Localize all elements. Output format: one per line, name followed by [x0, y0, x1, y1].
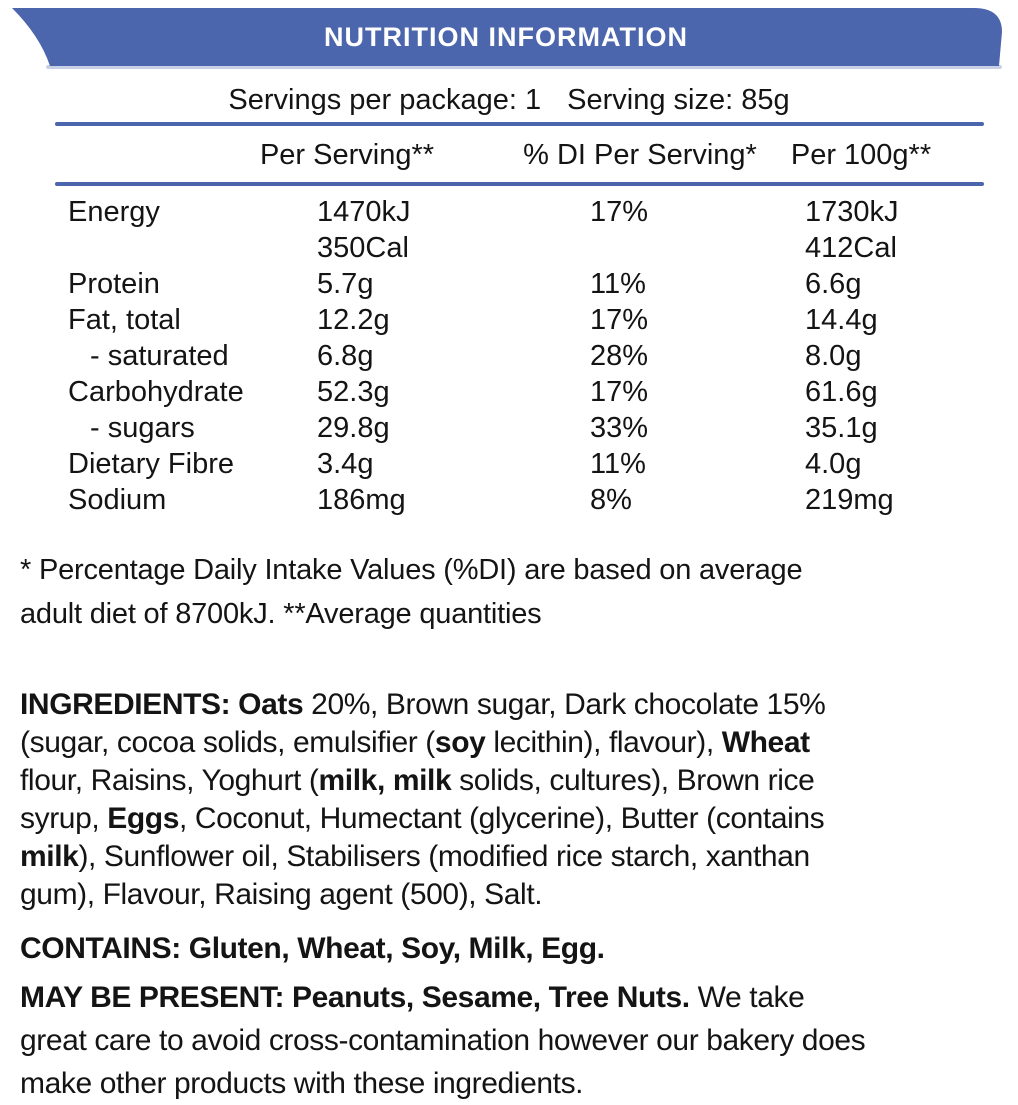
header-bar: NUTRITION INFORMATION	[0, 0, 1018, 70]
nutrient-label: - sugars	[90, 412, 195, 444]
ingredients-text: , Coconut, Humectant (glycerine), Butter…	[178, 802, 825, 835]
per-serving-cal: 350Cal	[317, 232, 409, 264]
per-100g-value: 4.0g	[805, 448, 862, 480]
ingredients-text: gum), Flavour, Raising agent (500), Salt…	[20, 878, 543, 911]
di-value: 11%	[590, 448, 646, 480]
ingredients-line: milk), Sunflower oil, Stabilisers (modif…	[20, 838, 1018, 876]
allergen-milk: milk	[20, 840, 79, 873]
table-row-carbohydrate: Carbohydrate 52.3g 17% 61.6g	[0, 374, 1018, 410]
per-100g-kj: 1730kJ	[805, 196, 899, 228]
may-be-present-text: make other products with these ingredien…	[20, 1067, 584, 1100]
di-value: 11%	[590, 268, 646, 300]
allergen-milk: milk, milk	[318, 764, 452, 797]
per-serving-value: 1470kJ 350Cal	[317, 194, 590, 266]
per-100g-value: 35.1g	[805, 412, 878, 444]
col-header-di-per-serving: % DI Per Serving*	[523, 139, 757, 171]
may-be-present-line: MAY BE PRESENT: Peanuts, Sesame, Tree Nu…	[20, 976, 1018, 1019]
nutrient-label: Protein	[68, 268, 160, 300]
may-be-present-line: great care to avoid cross-contamination …	[20, 1019, 1018, 1062]
di-value: 17%	[590, 304, 649, 336]
per-100g-value: 14.4g	[805, 304, 878, 336]
ingredients-line: INGREDIENTS: Oats 20%, Brown sugar, Dark…	[20, 686, 1018, 724]
per-100g-value: 8.0g	[805, 340, 862, 372]
per-serving-value: 52.3g	[317, 376, 390, 408]
ingredients-text: (sugar, cocoa solids, emulsifier (	[20, 726, 435, 759]
may-be-present-paragraph: MAY BE PRESENT: Peanuts, Sesame, Tree Nu…	[20, 976, 1018, 1105]
servings-per-package: Servings per package: 1	[228, 84, 542, 116]
header-title: NUTRITION INFORMATION	[324, 22, 688, 52]
nutrition-table: Energy 1470kJ 350Cal 17% 1730kJ 412Cal P…	[0, 194, 1018, 518]
nutrient-label: Carbohydrate	[68, 376, 244, 408]
may-be-present-line: make other products with these ingredien…	[20, 1062, 1018, 1105]
table-row-dietary-fibre: Dietary Fibre 3.4g 11% 4.0g	[0, 446, 1018, 482]
di-value: 28%	[590, 340, 649, 372]
per-100g-value: 219mg	[805, 484, 894, 516]
ingredients-text: 20%, Brown sugar, Dark chocolate 15%	[303, 688, 826, 721]
per-serving-value: 3.4g	[317, 448, 374, 480]
per-100g-value: 61.6g	[805, 376, 878, 408]
column-header-row: Per Serving** % DI Per Serving* Per 100g…	[0, 126, 1018, 182]
col-header-per-serving: Per Serving**	[259, 139, 435, 171]
per-serving-value: 186mg	[317, 484, 406, 516]
footnote-line: * Percentage Daily Intake Values (%DI) a…	[20, 554, 803, 586]
ingredients-text: solids, cultures), Brown rice	[451, 764, 815, 797]
allergen-eggs: Eggs	[107, 802, 179, 835]
per-serving-value: 6.8g	[317, 340, 374, 372]
per-100g-value: 6.6g	[805, 268, 862, 300]
daily-intake-footnote: * Percentage Daily Intake Values (%DI) a…	[20, 548, 1018, 636]
per-serving-value: 5.7g	[317, 268, 374, 300]
allergen-wheat: Wheat	[721, 726, 810, 759]
ingredients-line: flour, Raisins, Yoghurt (milk, milk soli…	[20, 762, 1018, 800]
may-be-present-heading: MAY BE PRESENT: Peanuts, Sesame, Tree Nu…	[20, 981, 690, 1014]
ingredients-paragraph: INGREDIENTS: Oats 20%, Brown sugar, Dark…	[20, 686, 1018, 914]
header-bar-shape	[12, 8, 1002, 69]
contains-statement: CONTAINS: Gluten, Wheat, Soy, Milk, Egg.	[20, 932, 605, 965]
footnote-line: adult diet of 8700kJ. **Average quantiti…	[20, 598, 542, 630]
per-serving-kj: 1470kJ	[317, 196, 411, 228]
di-value: 17%	[590, 196, 649, 228]
table-row-energy: Energy 1470kJ 350Cal 17% 1730kJ 412Cal	[0, 194, 1018, 266]
nutrient-label: Dietary Fibre	[68, 448, 234, 480]
di-value: 8%	[590, 484, 632, 516]
nutrient-label: Fat, total	[68, 304, 181, 336]
table-row-fat-total: Fat, total 12.2g 17% 14.4g	[0, 302, 1018, 338]
table-row-protein: Protein 5.7g 11% 6.6g	[0, 266, 1018, 302]
per-100g-cal: 412Cal	[805, 232, 897, 264]
serving-size: Serving size: 85g	[567, 84, 790, 116]
di-value: 17%	[590, 376, 649, 408]
nutrient-label: - saturated	[90, 340, 229, 372]
ingredients-line: (sugar, cocoa solids, emulsifier (soy le…	[20, 724, 1018, 762]
servings-line: Servings per package: 1 Serving size: 85g	[0, 82, 1018, 118]
header-bar-fill	[12, 8, 1002, 66]
di-value: 33%	[590, 412, 649, 444]
ingredients-line: syrup, Eggs, Coconut, Humectant (glyceri…	[20, 800, 1018, 838]
table-row-sugars: - sugars 29.8g 33% 35.1g	[0, 410, 1018, 446]
per-100g-value: 1730kJ 412Cal	[805, 194, 1018, 266]
ingredients-text: lecithin), flavour),	[485, 726, 722, 759]
ingredients-heading: INGREDIENTS: Oats	[20, 688, 304, 721]
table-row-sodium: Sodium 186mg 8% 219mg	[0, 482, 1018, 518]
ingredients-text: syrup,	[20, 802, 108, 835]
divider-top-rule	[55, 122, 984, 126]
nutrient-label: Energy	[68, 196, 160, 228]
divider-header-rule	[55, 182, 984, 186]
ingredients-line: gum), Flavour, Raising agent (500), Salt…	[20, 876, 1018, 914]
col-header-per-100g: Per 100g**	[790, 139, 932, 171]
ingredients-text: flour, Raisins, Yoghurt (	[20, 764, 319, 797]
may-be-present-text: We take	[689, 981, 805, 1014]
per-serving-value: 29.8g	[317, 412, 390, 444]
ingredients-text: ), Sunflower oil, Stabilisers (modified …	[78, 840, 810, 873]
allergen-soy: soy	[434, 726, 486, 759]
per-serving-value: 12.2g	[317, 304, 390, 336]
table-row-saturated: - saturated 6.8g 28% 8.0g	[0, 338, 1018, 374]
may-be-present-text: great care to avoid cross-contamination …	[20, 1024, 866, 1057]
nutrient-label: Sodium	[68, 484, 167, 516]
